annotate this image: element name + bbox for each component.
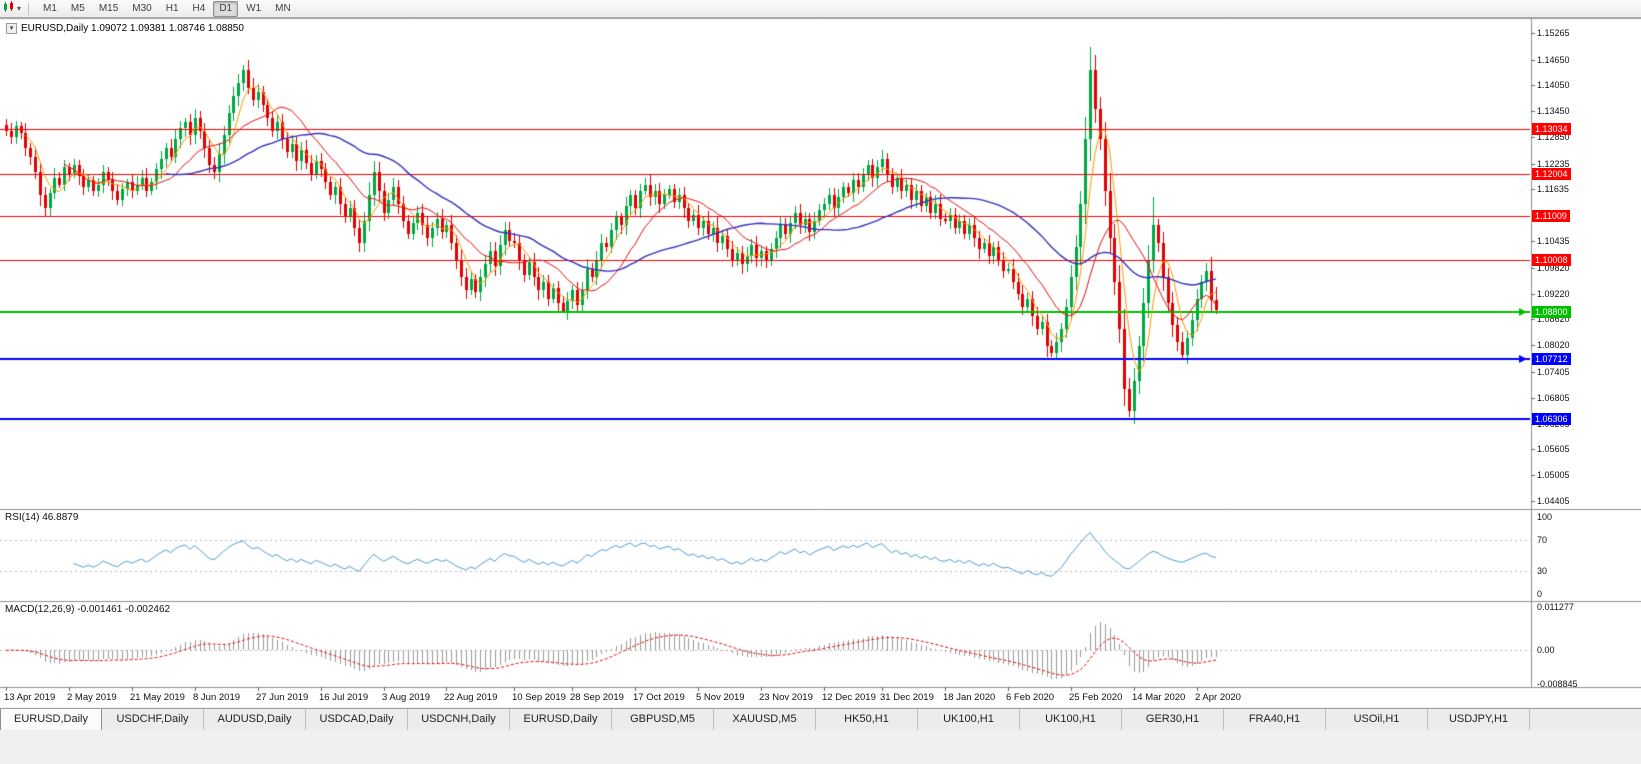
price-axis-label: 1.13450: [1537, 106, 1570, 116]
chart-tab-hk50-h1[interactable]: HK50,H1: [816, 709, 918, 730]
time-axis-label: 16 Jul 2019: [319, 692, 369, 703]
timeframe-buttons: M1 M5 M15 M30 H1 H4 D1 W1 MN: [33, 0, 301, 17]
timeframe-button-w1[interactable]: W1: [246, 2, 262, 14]
time-axis-label: 10 Sep 2019: [512, 692, 566, 703]
chart-title-text: EURUSD,Daily 1.09072 1.09381 1.08746 1.0…: [21, 23, 244, 34]
price-axis-label: 1.14050: [1537, 80, 1570, 90]
rsi-axis-label: 30: [1537, 566, 1548, 576]
chart-tab-usdchf-daily[interactable]: USDCHF,Daily: [102, 709, 204, 730]
timeframe-button-h4[interactable]: H4: [192, 2, 206, 14]
chart-title: ▾ EURUSD,Daily 1.09072 1.09381 1.08746 1…: [6, 23, 244, 34]
macd-indicator-label: MACD(12,26,9) -0.001461 -0.002462: [5, 604, 171, 615]
price-line-label: 1.08800: [1532, 306, 1571, 318]
time-axis-label: 25 Feb 2020: [1069, 692, 1123, 703]
time-axis-label: 21 May 2019: [130, 692, 185, 703]
chart-tabs: EURUSD,Daily USDCHF,Daily AUDUSD,Daily USDC…: [0, 708, 1641, 730]
chart-tab-eurusd-daily[interactable]: EURUSD,Daily: [510, 709, 612, 730]
chart-tab-audusd-daily[interactable]: AUDUSD,Daily: [204, 709, 306, 730]
time-axis-label: 14 Mar 2020: [1132, 692, 1186, 703]
rsi-indicator-label: RSI(14) 46.8879: [5, 512, 79, 523]
price-line-label: 1.06306: [1532, 413, 1571, 425]
timeframe-button-h1[interactable]: H1: [165, 2, 179, 14]
time-axis-label: 28 Sep 2019: [570, 692, 624, 703]
price-axis-label: 1.07405: [1537, 367, 1570, 377]
chart-type-group: ▾: [0, 0, 24, 17]
price-axis-label: 1.05605: [1537, 444, 1570, 454]
time-axis-label: 2 Apr 2020: [1195, 692, 1241, 703]
time-axis-label: 27 Jun 2019: [256, 692, 309, 703]
toolbar-separator: [28, 2, 30, 15]
chart-type-caret-icon[interactable]: ▾: [17, 4, 22, 13]
price-axis-label: 1.04405: [1537, 496, 1570, 506]
time-axis-label: 6 Feb 2020: [1006, 692, 1055, 703]
time-axis-label: 23 Nov 2019: [759, 692, 813, 703]
chart-tab-uk100-h1[interactable]: UK100,H1: [918, 709, 1020, 730]
rsi-axis-label: 0: [1537, 589, 1543, 599]
macd-axis-label: 0.011277: [1537, 602, 1574, 612]
rsi-axis-label: 100: [1537, 512, 1553, 522]
macd-axis-label: 0.00: [1537, 645, 1555, 655]
chart-tab-ger30-h1[interactable]: GER30,H1: [1122, 709, 1224, 730]
chart-tab-eurusd-daily[interactable]: EURUSD,Daily: [0, 709, 102, 730]
time-axis-label: 13 Apr 2019: [4, 692, 56, 703]
price-axis-label: 1.12235: [1537, 159, 1570, 169]
time-axis-label: 12 Dec 2019: [822, 692, 876, 703]
price-axis-label: 1.12850: [1537, 132, 1570, 142]
time-axis-label: 5 Nov 2019: [696, 692, 745, 703]
price-axis-label: 1.11635: [1537, 184, 1569, 194]
candlestick-chart-icon[interactable]: [3, 1, 15, 16]
chart-tab-usdjpy-h1[interactable]: USDJPY,H1: [1428, 709, 1530, 730]
price-axis-label: 1.15265: [1537, 28, 1570, 38]
chart-tab-uk100-h1[interactable]: UK100,H1: [1020, 709, 1122, 730]
price-line-label: 1.13034: [1532, 123, 1571, 135]
time-axis-label: 22 Aug 2019: [444, 692, 498, 703]
chart-tab-fra40-h1[interactable]: FRA40,H1: [1224, 709, 1326, 730]
price-axis-label: 1.05005: [1537, 470, 1570, 480]
macd-axis-label: -0.008845: [1537, 679, 1578, 689]
price-axis-label: 1.09220: [1537, 289, 1570, 299]
period-toolbar: ▾ M1 M5 M15 M30 H1 H4 D1 W1 MN: [0, 0, 1641, 18]
time-axis-label: 18 Jan 2020: [943, 692, 996, 703]
time-axis-label: 17 Oct 2019: [633, 692, 685, 703]
time-axis-label: 8 Jun 2019: [193, 692, 241, 703]
price-line-label: 1.07712: [1532, 353, 1571, 365]
chart-tab-usdcad-daily[interactable]: USDCAD,Daily: [306, 709, 408, 730]
price-line-label: 1.12004: [1532, 168, 1571, 180]
price-chart-canvas[interactable]: [0, 0, 1641, 708]
price-axis-label: 1.10435: [1537, 236, 1570, 246]
timeframe-button-mn[interactable]: MN: [275, 2, 291, 14]
chart-tab-usoil-h1[interactable]: USOil,H1: [1326, 709, 1428, 730]
timeframe-button-m5[interactable]: M5: [70, 2, 85, 14]
chart-tab-gbpusd-m5[interactable]: GBPUSD,M5: [612, 709, 714, 730]
time-axis-label: 31 Dec 2019: [880, 692, 934, 703]
price-line-label: 1.10008: [1532, 254, 1571, 266]
time-axis-label: 2 May 2019: [67, 692, 117, 703]
price-axis-label: 1.08020: [1537, 340, 1570, 350]
time-axis-label: 3 Aug 2019: [382, 692, 431, 703]
chart-tab-xauusd-m5[interactable]: XAUUSD,M5: [714, 709, 816, 730]
price-line-label: 1.11009: [1532, 210, 1570, 222]
timeframe-button-m30[interactable]: M30: [132, 2, 152, 14]
timeframe-button-m15[interactable]: M15: [98, 2, 119, 14]
chart-tab-usdcnh-daily[interactable]: USDCNH,Daily: [408, 709, 510, 730]
price-axis-label: 1.06805: [1537, 393, 1570, 403]
timeframe-button-d1[interactable]: D1: [213, 0, 239, 17]
rsi-axis-label: 70: [1537, 535, 1548, 545]
chart-window-icon: ▾: [6, 23, 17, 34]
timeframe-button-m1[interactable]: M1: [43, 2, 57, 14]
price-axis-label: 1.14650: [1537, 55, 1570, 65]
price-axis-label: 1.09820: [1537, 263, 1570, 273]
price-axis-label: 1.08620: [1537, 314, 1570, 324]
